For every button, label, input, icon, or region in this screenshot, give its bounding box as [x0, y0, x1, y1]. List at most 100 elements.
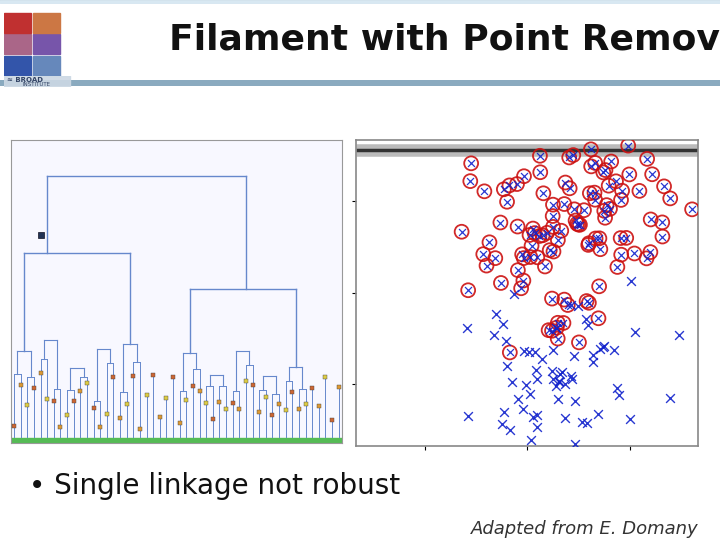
Point: [572, 220, 584, 229]
Point: [590, 159, 601, 167]
Point: [573, 338, 585, 347]
Point: [518, 276, 529, 285]
Text: Filament with Point Removed: Filament with Point Removed: [169, 23, 720, 57]
Point: [498, 408, 509, 416]
Point: [615, 234, 626, 242]
Point: [518, 276, 529, 285]
Point: [525, 253, 536, 261]
Point: [657, 218, 668, 227]
Point: [624, 415, 636, 423]
Point: [527, 224, 539, 233]
Point: [512, 266, 523, 274]
Point: [594, 234, 606, 242]
Point: [559, 200, 570, 208]
Point: [598, 168, 609, 177]
Point: [579, 126, 590, 134]
Bar: [32, 12, 60, 33]
Point: [534, 168, 546, 177]
Point: [559, 380, 570, 389]
Point: [518, 347, 530, 356]
Point: [581, 297, 593, 306]
Point: [569, 205, 580, 214]
Point: [511, 180, 523, 188]
Point: [578, 206, 590, 214]
Point: [481, 261, 492, 270]
Point: [484, 238, 495, 247]
Point: [571, 219, 582, 228]
Point: [508, 289, 520, 298]
Point: [525, 253, 536, 261]
Point: [583, 299, 595, 307]
Point: [507, 378, 518, 387]
Point: [634, 186, 645, 195]
Point: [531, 423, 542, 431]
Text: INSTITUTE: INSTITUTE: [22, 82, 50, 86]
Point: [644, 248, 656, 256]
Point: [501, 198, 513, 206]
Point: [598, 342, 610, 350]
Point: [562, 301, 574, 309]
Point: [529, 347, 541, 356]
Point: [523, 231, 535, 239]
Point: [585, 145, 597, 154]
Point: [629, 249, 640, 258]
Point: [611, 177, 622, 186]
Point: [464, 177, 476, 185]
Point: [490, 310, 502, 319]
Point: [551, 323, 562, 332]
Point: [642, 154, 653, 163]
Point: [657, 232, 668, 241]
Point: [625, 276, 636, 285]
Point: [527, 224, 539, 233]
Point: [543, 326, 554, 334]
Point: [534, 151, 546, 160]
Point: [552, 235, 564, 244]
Point: [554, 377, 565, 386]
Point: [531, 253, 543, 262]
Point: [529, 229, 541, 238]
Point: [531, 375, 543, 383]
Point: [537, 231, 549, 240]
Point: [564, 153, 575, 162]
Point: [477, 250, 489, 259]
Point: [526, 435, 537, 444]
Point: [584, 189, 595, 198]
Point: [611, 384, 623, 393]
Point: [642, 154, 653, 163]
Point: [495, 218, 506, 227]
Point: [616, 195, 627, 204]
Point: [559, 295, 570, 304]
Point: [534, 151, 546, 160]
Point: [547, 222, 559, 231]
Point: [580, 315, 592, 323]
Point: [546, 294, 558, 303]
Point: [531, 253, 543, 262]
Point: [665, 194, 676, 202]
Point: [456, 227, 467, 236]
Point: [564, 184, 575, 193]
Point: [595, 245, 606, 254]
Point: [548, 247, 559, 256]
Point: [552, 395, 564, 403]
Point: [516, 284, 527, 293]
Point: [569, 397, 580, 406]
Point: [559, 178, 571, 187]
Point: [603, 181, 614, 190]
Point: [548, 247, 559, 256]
Text: Pattern: Pattern: [73, 45, 125, 58]
Text: Gene: Gene: [73, 18, 109, 31]
Point: [629, 249, 640, 258]
Point: [559, 178, 571, 187]
Text: ≈ BROAD: ≈ BROAD: [6, 77, 42, 83]
Point: [541, 228, 553, 237]
Point: [641, 254, 652, 262]
Point: [477, 250, 489, 259]
Point: [631, 462, 643, 470]
Point: [531, 108, 542, 117]
Point: [621, 234, 632, 242]
Bar: [4, 34, 31, 55]
Point: [606, 157, 617, 166]
Point: [559, 295, 570, 304]
Point: [481, 261, 492, 270]
Point: [616, 251, 627, 259]
